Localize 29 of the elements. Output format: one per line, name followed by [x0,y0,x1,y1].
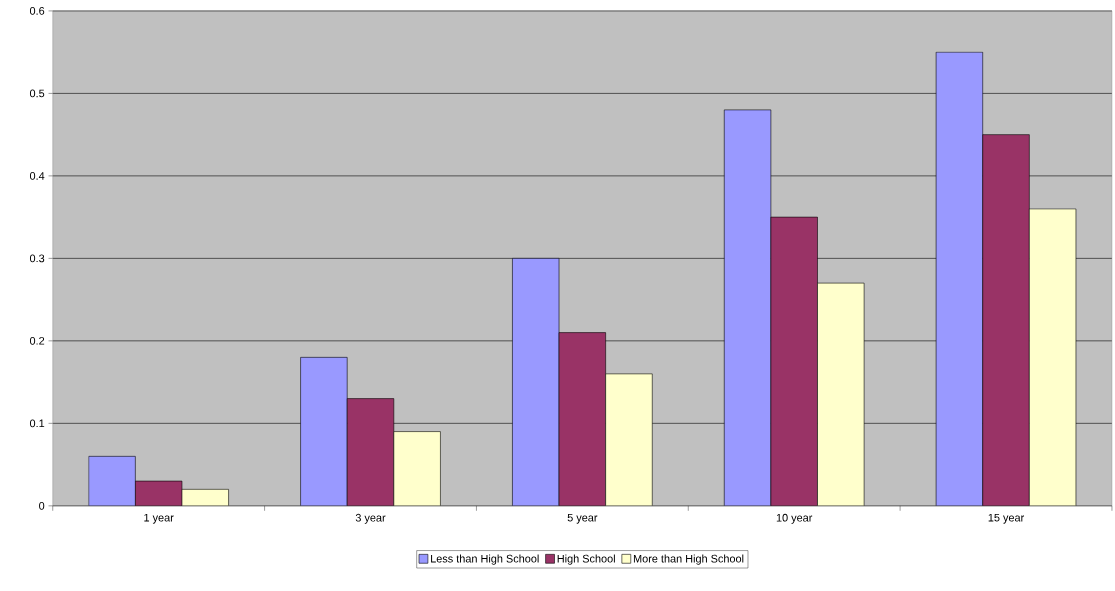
bar [982,134,1030,506]
y-tick-label: 0.3 [29,254,45,263]
y-tick-label: 0.4 [29,171,45,180]
bar [512,258,560,506]
y-tick-label: 0 [39,501,45,510]
bar [817,282,865,506]
x-tick-label: 3 year [355,513,386,524]
x-tick-label: 10 year [776,513,813,524]
bar [723,109,772,506]
bar [135,480,183,506]
x-tick-label: 1 year [144,513,174,524]
bar [558,332,606,506]
x-tick-label: 5 year [567,513,598,524]
bar [1029,208,1077,506]
bar [770,216,818,506]
y-tick-label: 0.6 [29,6,45,15]
y-tick-label: 0.5 [29,89,45,98]
bar [346,398,395,506]
bar [300,356,348,506]
bar [935,51,984,506]
bar [393,431,441,506]
legend-label: High School [557,554,615,565]
bar [605,373,653,506]
legend-label: More than High School [633,554,744,565]
y-tick-label: 0.1 [29,419,45,428]
y-tick-label: 0.2 [29,336,45,345]
x-tick-label: 15 year [988,513,1025,524]
bar [88,455,136,506]
legend-label: Less than High School [431,554,539,565]
